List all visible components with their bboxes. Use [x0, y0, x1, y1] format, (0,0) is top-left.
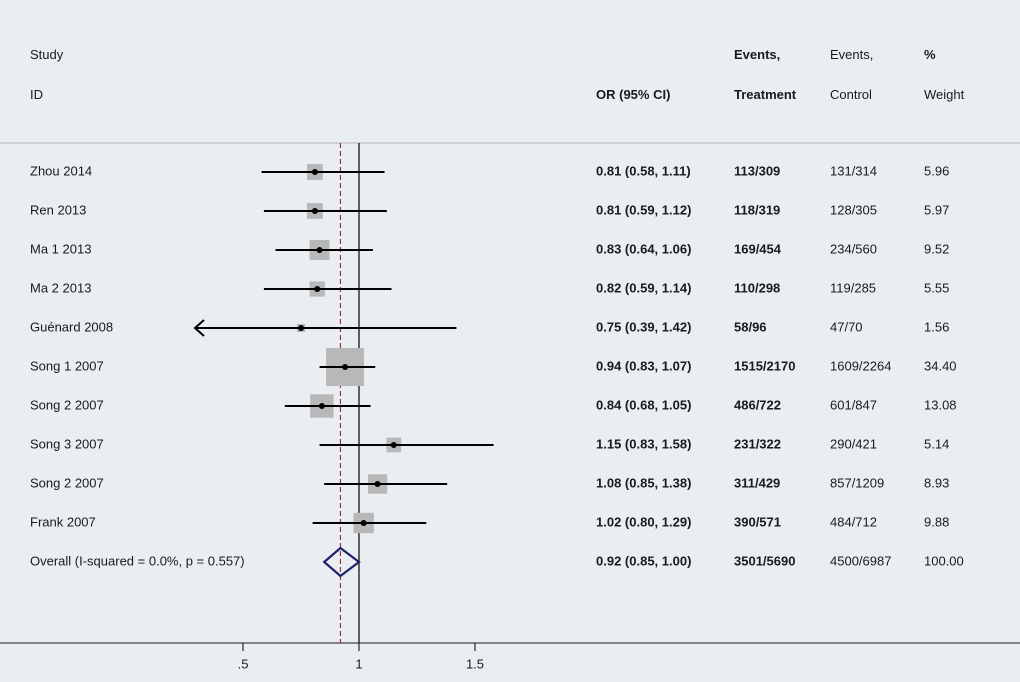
study-point-estimate [390, 442, 397, 448]
study-point-estimate [316, 247, 323, 253]
study-weight: 5.96 [924, 163, 949, 178]
study-events-control: 290/421 [830, 436, 877, 451]
overall-label: Overall (I-squared = 0.0%, p = 0.557) [30, 553, 245, 568]
overall-events-control: 4500/6987 [830, 553, 891, 568]
header-events-control-1: Events, [830, 47, 874, 62]
study-weight: 9.52 [924, 241, 949, 256]
overall-events-treatment: 3501/5690 [734, 553, 795, 568]
study-events-treatment: 58/96 [734, 319, 767, 334]
study-point-estimate [311, 169, 318, 175]
header-events-control-2: Control [830, 87, 872, 102]
study-point-estimate [318, 403, 325, 409]
study-events-control: 47/70 [830, 319, 863, 334]
study-events-treatment: 169/454 [734, 241, 782, 256]
header-weight-2: Weight [924, 87, 965, 102]
study-events-control: 131/314 [830, 163, 877, 178]
study-point-estimate [314, 286, 321, 292]
study-label: Song 2 2007 [30, 397, 104, 412]
x-tick-label: 1 [355, 656, 362, 671]
study-or-ci: 0.82 (0.59, 1.14) [596, 280, 691, 295]
study-label: Guénard 2008 [30, 319, 113, 334]
study-or-ci: 0.81 (0.59, 1.12) [596, 202, 691, 217]
study-point-estimate [298, 325, 304, 331]
study-point-estimate [342, 364, 349, 370]
study-label: Song 2 2007 [30, 475, 104, 490]
study-weight: 1.56 [924, 319, 949, 334]
study-label: Ren 2013 [30, 202, 86, 217]
header-or-ci: OR (95% CI) [596, 87, 671, 102]
study-events-control: 128/305 [830, 202, 877, 217]
study-events-treatment: 113/309 [734, 163, 780, 178]
header-study: Study [30, 47, 64, 62]
study-label: Ma 1 2013 [30, 241, 91, 256]
study-or-ci: 1.15 (0.83, 1.58) [596, 436, 691, 451]
study-weight: 8.93 [924, 475, 949, 490]
study-events-control: 1609/2264 [830, 358, 891, 373]
study-point-estimate [311, 208, 318, 214]
study-or-ci: 0.81 (0.58, 1.11) [596, 163, 691, 178]
study-or-ci: 0.94 (0.83, 1.07) [596, 358, 691, 373]
study-events-treatment: 1515/2170 [734, 358, 795, 373]
study-weight: 5.55 [924, 280, 949, 295]
study-point-estimate [374, 481, 381, 487]
study-weight: 5.14 [924, 436, 949, 451]
study-or-ci: 0.75 (0.39, 1.42) [596, 319, 691, 334]
header-id: ID [30, 87, 43, 102]
study-events-control: 484/712 [830, 514, 877, 529]
header-events-treatment-1: Events, [734, 47, 781, 62]
x-tick-label: 1.5 [466, 656, 484, 671]
study-events-treatment: 118/319 [734, 202, 780, 217]
study-events-treatment: 486/722 [734, 397, 781, 412]
study-weight: 5.97 [924, 202, 949, 217]
study-weight: 9.88 [924, 514, 949, 529]
study-or-ci: 1.02 (0.80, 1.29) [596, 514, 691, 529]
study-weight: 34.40 [924, 358, 957, 373]
study-or-ci: 0.84 (0.68, 1.05) [596, 397, 691, 412]
header-events-treatment-2: Treatment [734, 87, 797, 102]
study-label: Frank 2007 [30, 514, 96, 529]
study-events-control: 857/1209 [830, 475, 884, 490]
study-label: Song 1 2007 [30, 358, 104, 373]
overall-diamond [322, 546, 361, 578]
x-tick-label: .5 [238, 656, 249, 671]
overall-or-ci: 0.92 (0.85, 1.00) [596, 553, 691, 568]
overall-weight: 100.00 [924, 553, 964, 568]
study-label: Zhou 2014 [30, 163, 92, 178]
study-weight: 13.08 [924, 397, 957, 412]
study-events-control: 601/847 [830, 397, 877, 412]
study-events-treatment: 390/571 [734, 514, 781, 529]
study-or-ci: 1.08 (0.85, 1.38) [596, 475, 691, 490]
study-point-estimate [360, 520, 367, 526]
study-events-control: 119/285 [830, 280, 876, 295]
study-events-treatment: 110/298 [734, 280, 780, 295]
study-events-treatment: 311/429 [734, 475, 780, 490]
study-or-ci: 0.83 (0.64, 1.06) [596, 241, 691, 256]
study-events-control: 234/560 [830, 241, 877, 256]
study-label: Song 3 2007 [30, 436, 104, 451]
study-label: Ma 2 2013 [30, 280, 91, 295]
header-weight-1: % [924, 47, 936, 62]
ci-left-arrow [193, 319, 205, 337]
study-events-treatment: 231/322 [734, 436, 781, 451]
